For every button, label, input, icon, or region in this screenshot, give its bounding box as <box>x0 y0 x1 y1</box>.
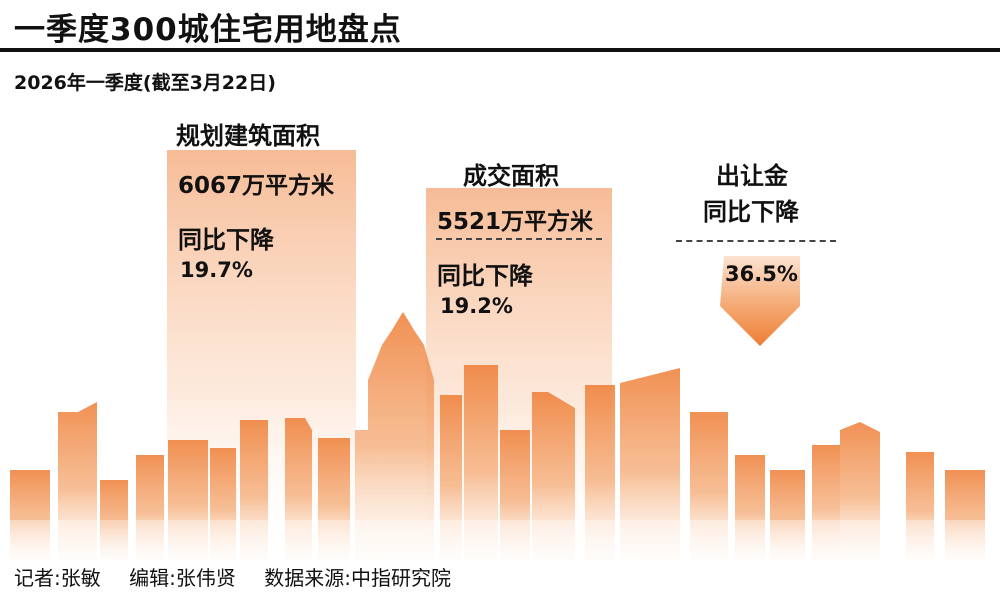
category-label: 规划建筑面积 <box>176 122 320 150</box>
change-value: 19.2% <box>440 294 513 318</box>
dashed-divider <box>436 238 602 240</box>
category-label: 出让金 <box>716 162 788 190</box>
reporter-credit: 记者:张敏 <box>14 566 101 590</box>
category-label: 成交面积 <box>463 162 559 190</box>
change-label: 同比下降 <box>703 198 799 226</box>
editor-credit: 编辑:张伟贤 <box>129 566 236 590</box>
page-title: 一季度300城住宅用地盘点 <box>14 12 402 48</box>
down-arrow-icon <box>720 256 800 346</box>
subtitle: 2026年一季度(截至3月22日) <box>14 72 276 94</box>
title-bar: 一季度300城住宅用地盘点 <box>0 0 1000 48</box>
title-divider <box>0 48 1000 52</box>
dashed-divider <box>676 240 836 242</box>
buildings <box>10 312 985 560</box>
change-value: 36.5% <box>725 262 798 286</box>
source-credit: 数据来源:中指研究院 <box>264 566 451 590</box>
value-label: 6067万平方米 <box>178 173 335 199</box>
value-label: 5521万平方米 <box>437 209 594 235</box>
change-label: 同比下降 <box>437 262 533 290</box>
change-value: 19.7% <box>180 258 253 282</box>
footer-credits: 记者:张敏 编辑:张伟贤 数据来源:中指研究院 <box>14 562 473 591</box>
change-label: 同比下降 <box>178 226 274 254</box>
